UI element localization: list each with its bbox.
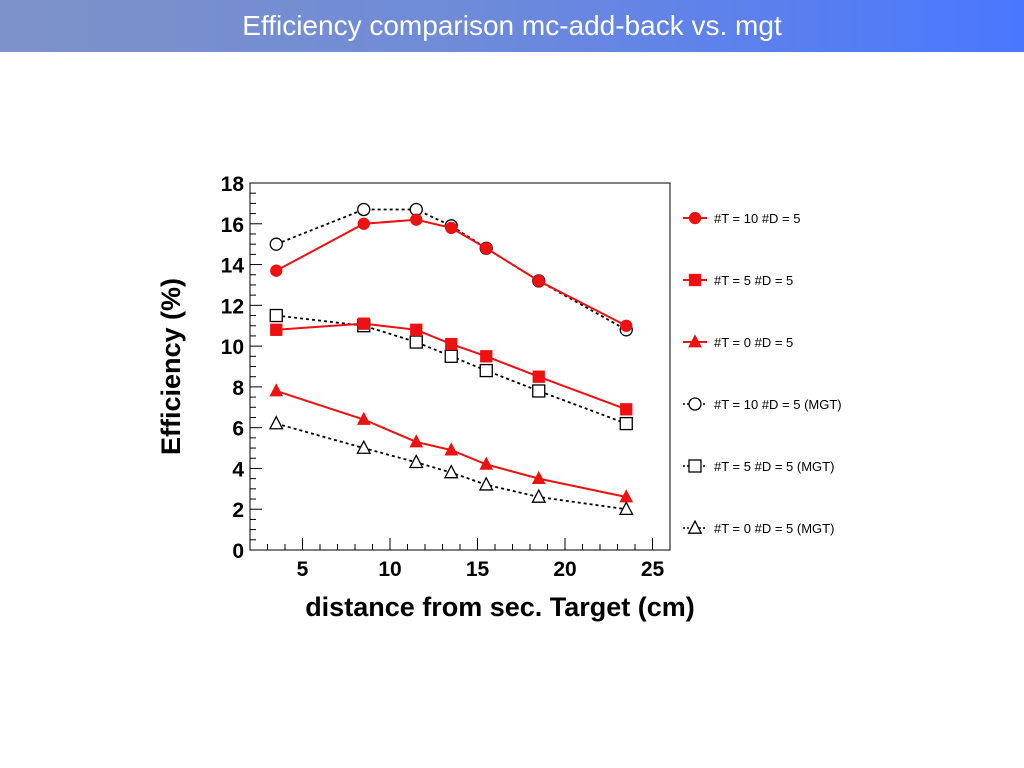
y-tick-label: 18 bbox=[221, 173, 245, 196]
y-tick-label: 4 bbox=[232, 458, 244, 481]
data-point bbox=[620, 319, 633, 332]
plot-frame bbox=[249, 182, 671, 551]
legend-marker bbox=[688, 334, 702, 348]
legend-label: #T = 10 #D = 5 bbox=[714, 211, 801, 226]
y-tick-label: 0 bbox=[232, 540, 244, 563]
data-point bbox=[269, 383, 284, 397]
legend-entry-1: #T = 10 #D = 5 bbox=[683, 211, 801, 226]
data-point bbox=[357, 217, 370, 230]
legend-label: #T = 5 #D = 5 (MGT) bbox=[714, 459, 834, 474]
x-tick-label: 20 bbox=[553, 558, 576, 581]
data-point bbox=[619, 489, 634, 503]
data-point bbox=[444, 349, 458, 363]
y-tick-label: 14 bbox=[221, 255, 245, 278]
data-point bbox=[444, 442, 459, 456]
data-point bbox=[268, 415, 284, 430]
series-line bbox=[275, 218, 627, 327]
legend-label: #T = 5 #D = 5 bbox=[714, 273, 793, 288]
data-point bbox=[410, 213, 423, 226]
data-point bbox=[270, 323, 283, 336]
x-tick-label: 15 bbox=[466, 558, 490, 581]
legend-entry-5: #T = 5 #D = 5 (MGT) bbox=[683, 459, 834, 474]
x-tick-label: 10 bbox=[378, 558, 401, 581]
y-tick-label: 2 bbox=[232, 499, 244, 522]
data-point bbox=[619, 416, 633, 431]
data-point bbox=[409, 434, 424, 448]
legend-entry-2: #T = 5 #D = 5 bbox=[683, 273, 793, 288]
data-point bbox=[618, 500, 634, 516]
series-3 bbox=[269, 383, 634, 503]
legend-entry-3: #T = 0 #D = 5 bbox=[683, 334, 793, 350]
data-point bbox=[531, 488, 547, 503]
x-tick-label: 25 bbox=[641, 558, 665, 581]
data-point bbox=[357, 317, 370, 330]
legend-entry-4: #T = 10 #D = 5 (MGT) bbox=[683, 397, 842, 412]
y-tick-label: 10 bbox=[221, 336, 244, 359]
legend-marker bbox=[688, 397, 702, 411]
y-tick-label: 8 bbox=[232, 377, 244, 400]
legend-marker bbox=[688, 459, 702, 473]
data-point bbox=[532, 384, 546, 398]
series-2 bbox=[270, 317, 633, 416]
data-point bbox=[408, 454, 424, 469]
data-point bbox=[532, 370, 545, 383]
legend-label: #T = 0 #D = 5 bbox=[714, 335, 793, 350]
data-point bbox=[356, 411, 371, 425]
data-point bbox=[479, 456, 494, 470]
data-point bbox=[443, 464, 459, 479]
legend-marker bbox=[687, 519, 703, 534]
legend-marker bbox=[688, 211, 702, 225]
data-point bbox=[357, 202, 371, 217]
series-1 bbox=[270, 213, 633, 332]
y-tick-label: 16 bbox=[221, 214, 244, 237]
data-point bbox=[445, 221, 458, 235]
x-tick-label: 5 bbox=[297, 558, 309, 581]
data-point bbox=[480, 350, 493, 363]
title-bar bbox=[0, 0, 1024, 52]
data-point bbox=[478, 476, 494, 491]
data-point bbox=[531, 470, 546, 485]
data-point bbox=[480, 242, 493, 255]
slide-title: Efficiency comparison mc-add-back vs. mg… bbox=[242, 10, 782, 41]
data-point bbox=[479, 363, 493, 378]
data-point bbox=[445, 337, 458, 351]
data-point bbox=[620, 403, 633, 416]
legend-label: #T = 10 #D = 5 (MGT) bbox=[714, 397, 842, 412]
series-6 bbox=[268, 415, 634, 516]
data-point bbox=[409, 335, 423, 349]
legend-label: #T = 0 #D = 5 (MGT) bbox=[714, 521, 834, 536]
y-axis-label: Efficiency (%) bbox=[156, 278, 186, 455]
y-tick-label: 6 bbox=[232, 418, 244, 441]
y-tick-label: 12 bbox=[221, 295, 244, 318]
data-point bbox=[270, 264, 283, 277]
data-point bbox=[356, 439, 372, 454]
series-5 bbox=[269, 308, 633, 431]
data-point bbox=[269, 237, 283, 251]
data-point bbox=[410, 323, 423, 336]
data-point bbox=[269, 308, 283, 323]
data-point bbox=[532, 274, 545, 288]
series-line bbox=[276, 322, 627, 411]
x-axis-label: distance from sec. Target (cm) bbox=[305, 592, 695, 622]
legend-entry-6: #T = 0 #D = 5 (MGT) bbox=[683, 519, 834, 536]
legend-marker bbox=[688, 273, 702, 287]
